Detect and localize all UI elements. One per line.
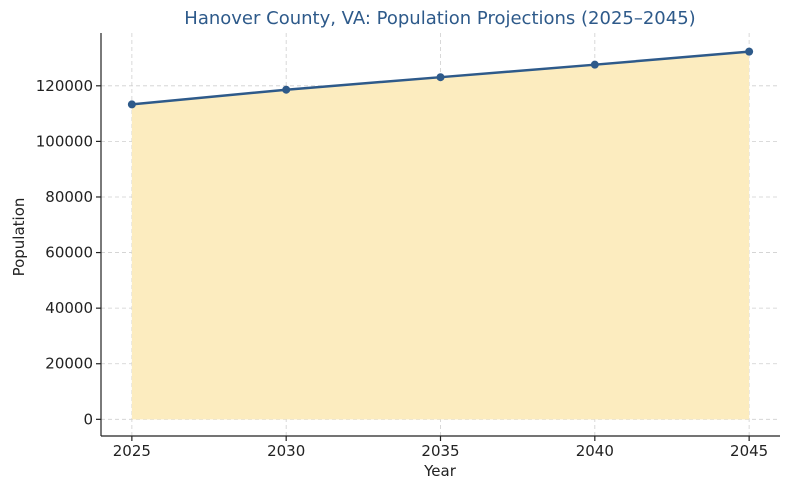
y-tick-label: 0: [83, 410, 93, 428]
x-tick-label: 2030: [267, 442, 305, 460]
x-axis-label: Year: [423, 462, 457, 480]
y-axis-label: Population: [10, 198, 28, 277]
x-tick-label: 2025: [113, 442, 151, 460]
data-point: [590, 60, 599, 69]
data-point: [127, 100, 136, 109]
data-point: [436, 73, 445, 82]
data-point: [745, 47, 754, 56]
x-tick-label: 2045: [730, 442, 768, 460]
marker-layer: [127, 47, 754, 109]
y-tick-label: 80000: [45, 188, 93, 206]
y-tick-label: 20000: [45, 355, 93, 373]
y-tick-label: 100000: [36, 132, 93, 150]
data-point: [282, 85, 291, 94]
y-tick-label: 120000: [36, 77, 93, 95]
area-layer: [131, 51, 750, 420]
x-tick-label: 2035: [421, 442, 459, 460]
tick-layer: 0 20000 40000 60000 80000 100000 120000 2025 203…: [36, 77, 768, 460]
y-tick-label: 60000: [45, 244, 93, 262]
chart-title: Hanover County, VA: Population Projectio…: [184, 8, 695, 29]
x-tick-label: 2040: [576, 442, 614, 460]
y-tick-label: 40000: [45, 299, 93, 317]
area-fill: [131, 51, 750, 420]
